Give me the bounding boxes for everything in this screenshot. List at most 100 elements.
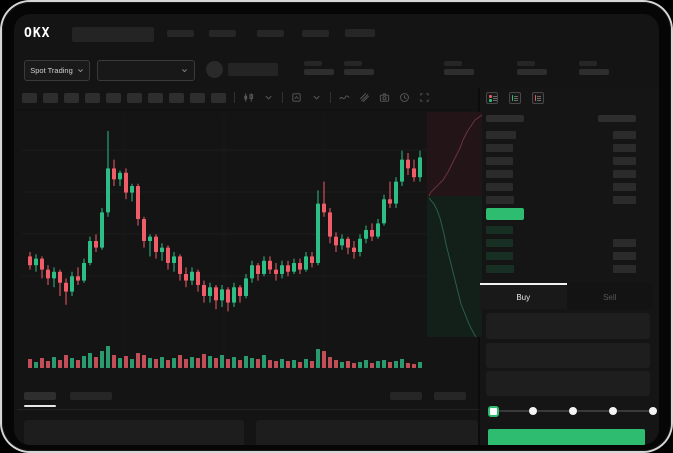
price-input-skeleton[interactable] (486, 313, 650, 339)
timeframe-skeleton[interactable] (43, 93, 58, 103)
stat-label-skeleton (579, 61, 597, 66)
section-divider (17, 109, 479, 110)
orderbook-bid-row[interactable] (486, 223, 636, 236)
stat-value-skeleton (344, 69, 374, 75)
timeframe-skeleton[interactable] (169, 93, 184, 103)
chart-toolbar (234, 90, 431, 104)
ask-price-skeleton (486, 130, 516, 139)
buy-submit-button[interactable] (488, 429, 645, 445)
timeframe-skeleton[interactable] (211, 93, 226, 103)
ask-amount-skeleton (613, 130, 636, 139)
chevron-down-icon[interactable] (262, 91, 275, 104)
orderbook-ask-row[interactable] (486, 154, 636, 167)
stat-value-skeleton (444, 69, 474, 75)
compare-icon[interactable] (290, 91, 303, 104)
buy-tab[interactable]: Buy (480, 283, 567, 309)
bid-price-skeleton (486, 251, 513, 260)
book-asks-icon[interactable] (532, 92, 544, 104)
stat-value-skeleton (517, 69, 547, 75)
toolbar-separator (234, 91, 235, 103)
timeframe-skeleton[interactable] (106, 93, 121, 103)
stat-label-skeleton (344, 61, 362, 66)
bid-amount-skeleton (613, 238, 636, 247)
trading-app: OKX Spot Trading (14, 14, 659, 445)
bottom-tab-skeleton[interactable] (24, 392, 56, 400)
pair-dropdown[interactable] (97, 60, 195, 81)
active-tab-underline (24, 405, 56, 407)
app-window: OKX Spot Trading (14, 14, 659, 445)
orderbook-header (486, 115, 636, 123)
stat-label-skeleton (517, 61, 535, 66)
ask-price-skeleton (486, 182, 513, 191)
timeframe-skeleton[interactable] (148, 93, 163, 103)
slider-stop[interactable] (609, 407, 618, 415)
open-orders-panel-skeleton (24, 420, 244, 445)
market-type-label: Spot Trading (30, 66, 73, 75)
last-price-badge[interactable] (486, 208, 524, 220)
book-combined-icon[interactable] (486, 92, 498, 104)
chevron-down-icon (182, 69, 187, 73)
bottom-tab-skeleton[interactable] (70, 392, 112, 400)
orderbook-ask-row[interactable] (486, 193, 636, 206)
orderbook-ask-row[interactable] (486, 167, 636, 180)
stat-label-skeleton (304, 61, 322, 66)
stat-label-skeleton (444, 61, 462, 66)
market-type-dropdown[interactable]: Spot Trading (24, 60, 90, 81)
history-icon[interactable] (398, 91, 411, 104)
timeframe-skeleton[interactable] (127, 93, 142, 103)
orderbook (486, 115, 636, 275)
header-skeleton-block (72, 27, 154, 42)
depth-chart (427, 112, 482, 337)
sell-tab[interactable]: Sell (566, 283, 653, 309)
ask-amount-skeleton (613, 143, 636, 152)
ask-amount-skeleton (613, 182, 636, 191)
nav-item-skeleton (345, 29, 375, 37)
timeframe-skeleton[interactable] (85, 93, 100, 103)
toolbar-separator (282, 91, 283, 103)
orderbook-ask-row[interactable] (486, 128, 636, 141)
slider-stop[interactable] (649, 407, 657, 415)
line-style-icon[interactable] (338, 91, 351, 104)
coin-avatar (206, 61, 223, 78)
slider-stop[interactable] (569, 407, 578, 415)
timeframe-skeleton[interactable] (22, 93, 37, 103)
nav-item-skeleton (302, 30, 329, 37)
book-bids-icon[interactable] (509, 92, 521, 104)
order-history-panel-skeleton (256, 420, 478, 445)
orderbook-ask-row[interactable] (486, 180, 636, 193)
nav-item-skeleton (257, 30, 284, 37)
ask-price-skeleton (486, 195, 514, 204)
fullscreen-icon[interactable] (418, 91, 431, 104)
section-divider (17, 409, 479, 410)
bid-price-skeleton (486, 225, 513, 234)
orderbook-bid-row[interactable] (486, 262, 636, 275)
orderbook-view-toggles (486, 92, 544, 104)
orderbook-bid-row[interactable] (486, 236, 636, 249)
price-header-skeleton (486, 115, 524, 122)
toolbar-separator (330, 91, 331, 103)
camera-icon[interactable] (378, 91, 391, 104)
timeframe-skeleton[interactable] (64, 93, 79, 103)
nav-item-skeleton (167, 30, 194, 37)
candle-style-icon[interactable] (242, 91, 255, 104)
candlestick-chart[interactable] (22, 114, 427, 374)
orderbook-bid-row[interactable] (486, 249, 636, 262)
ask-amount-skeleton (613, 156, 636, 165)
bid-amount-skeleton (613, 251, 636, 260)
stat-value-skeleton (579, 69, 609, 75)
bottom-action-skeleton (390, 392, 422, 400)
ask-price-skeleton (486, 169, 513, 178)
orderbook-ask-row[interactable] (486, 141, 636, 154)
slider-handle[interactable] (488, 405, 499, 417)
bid-price-skeleton (486, 238, 513, 247)
bid-amount-skeleton (613, 264, 636, 273)
amount-input-skeleton[interactable] (486, 343, 650, 368)
slider-stop[interactable] (529, 407, 538, 415)
timeframe-skeleton[interactable] (190, 93, 205, 103)
okx-logo: OKX (24, 26, 51, 41)
nav-item-skeleton (209, 30, 236, 37)
draw-tools-icon[interactable] (358, 91, 371, 104)
bid-price-skeleton (486, 264, 514, 273)
chevron-down-icon[interactable] (310, 91, 323, 104)
total-input-skeleton[interactable] (486, 371, 650, 396)
